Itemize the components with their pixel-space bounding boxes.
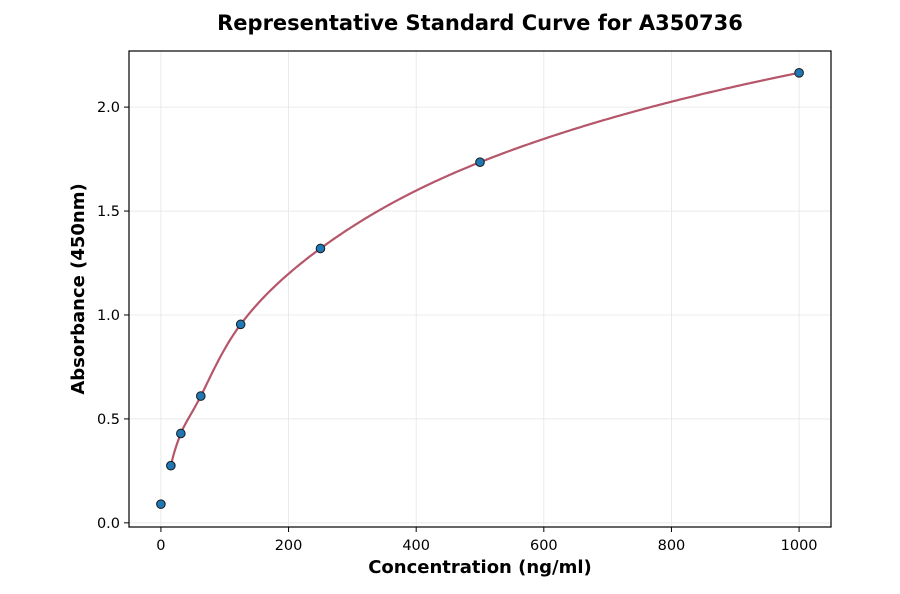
x-tick-label: 400 [402,538,430,554]
data-points [156,68,804,509]
x-tick-label: 600 [530,538,558,554]
data-point [475,157,485,168]
data-point [166,460,176,471]
x-axis-label: Concentration (ng/ml) [368,557,592,578]
y-tick-label: 1.5 [97,204,120,220]
y-tick-label: 1.0 [97,308,120,324]
x-tick-label: 0 [156,538,165,554]
fit-curve [169,71,800,466]
data-point [176,428,186,439]
data-point [235,319,246,330]
data-point [315,243,326,254]
grid [129,51,831,527]
x-tick-label: 800 [658,538,686,554]
data-point [156,499,166,509]
y-tick-label: 2.0 [97,100,120,116]
plot-frame [128,50,832,528]
data-point [195,391,206,401]
y-tick-label: 0.5 [97,412,120,428]
chart-title: Representative Standard Curve for A35073… [217,11,743,35]
ticks: 0 200 400 600 800 1000 0.0 0.5 1.0 1.5 2.0 [97,100,818,554]
y-axis-label: Absorbance (450nm) [68,183,89,394]
y-tick-label: 0.0 [97,516,120,532]
data-point [794,68,804,78]
x-tick-label: 1000 [781,538,818,554]
x-tick-label: 200 [275,538,303,554]
